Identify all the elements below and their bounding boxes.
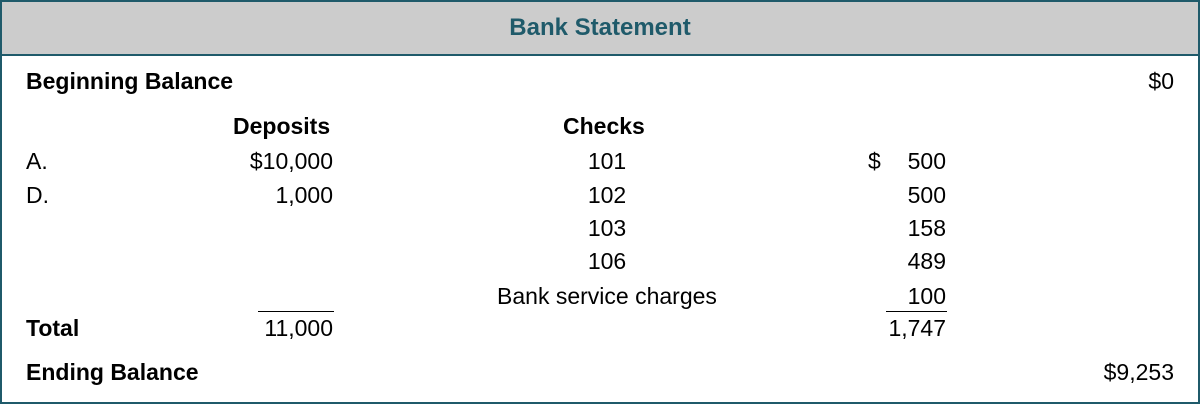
statement-header: Bank Statement	[2, 2, 1198, 56]
ending-balance-value: $9,253	[1103, 359, 1174, 385]
deposits-total: 11,000	[264, 315, 333, 341]
checks-total-underline	[886, 311, 947, 312]
deposits-header: Deposits	[233, 113, 331, 139]
check-amount: 489	[907, 248, 946, 274]
check-amount: 100	[907, 283, 946, 309]
check-number: 106	[587, 248, 627, 274]
check-amount: 500	[907, 148, 946, 174]
check-number: 103	[587, 215, 627, 241]
check-number: 101	[587, 148, 627, 174]
total-label: Total	[26, 315, 80, 341]
beginning-balance-label: Beginning Balance	[26, 68, 234, 94]
statement-title: Bank Statement	[509, 14, 691, 41]
row-label: D.	[26, 182, 49, 208]
checks-total: 1,747	[888, 315, 946, 341]
check-currency-symbol: $	[868, 148, 881, 174]
row-label: A.	[26, 148, 48, 174]
check-number: 102	[587, 182, 627, 208]
deposit-amount: 1,000	[275, 182, 333, 208]
checks-header: Checks	[563, 113, 645, 139]
check-amount: 158	[907, 215, 946, 241]
bank-service-charges-label: Bank service charges	[497, 283, 717, 309]
deposits-total-underline	[258, 311, 334, 312]
deposit-amount: $10,000	[249, 148, 333, 174]
check-amount: 500	[907, 182, 946, 208]
beginning-balance-value: $0	[1148, 68, 1174, 94]
ending-balance-label: Ending Balance	[26, 359, 199, 385]
